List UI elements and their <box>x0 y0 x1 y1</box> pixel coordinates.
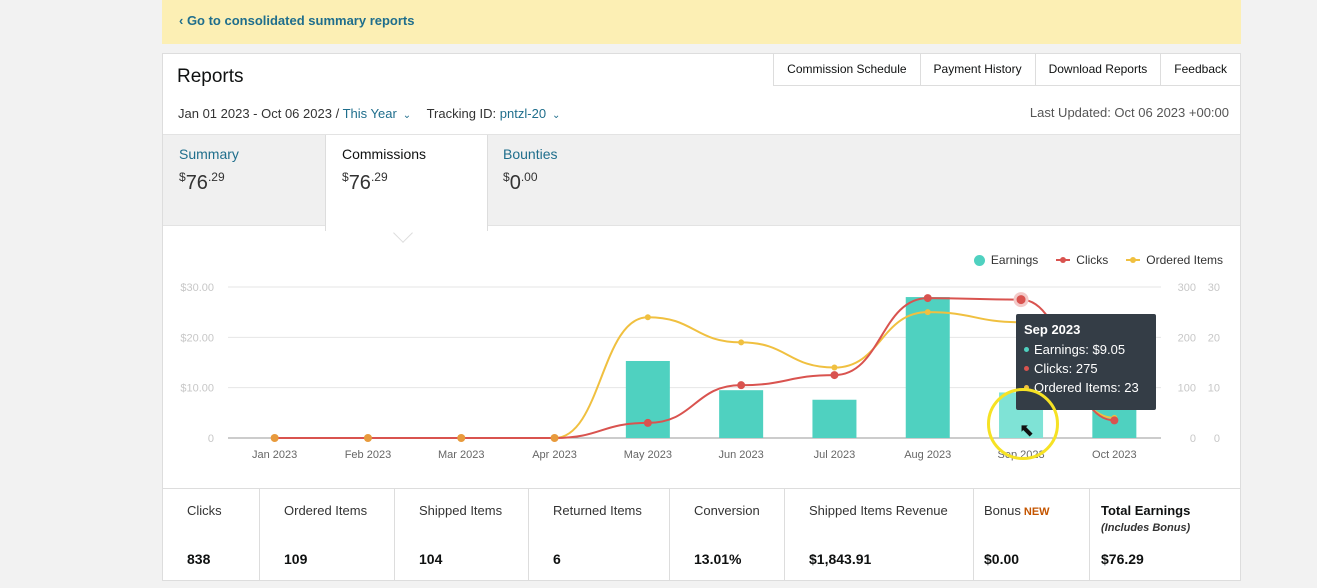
clicks-point <box>923 294 932 303</box>
stat-bonus: Bonus NEW $0.00 <box>974 489 1090 581</box>
page-title: Reports <box>177 66 244 87</box>
x-tick-label: Oct 2023 <box>1092 449 1137 461</box>
clicks-point <box>1013 292 1029 308</box>
tooltip-row: Earnings: $9.05 <box>1024 342 1148 357</box>
ordered-items-point <box>644 314 651 321</box>
tab-label: Bounties <box>503 146 558 162</box>
filter-row: Jan 01 2023 - Oct 06 2023 / This Year ⌄ T… <box>178 106 572 121</box>
y-left-tick: $20.00 <box>180 332 214 344</box>
tooltip-row: Ordered Items: 23 <box>1024 380 1148 395</box>
cursor-highlight <box>987 388 1059 460</box>
y-right2-tick: 0 <box>1214 433 1220 445</box>
y-right2-tick: 20 <box>1208 332 1220 344</box>
y-right-tick: 0 <box>1190 433 1196 445</box>
stat-conversion: Conversion 13.01% <box>670 489 785 581</box>
zero-point <box>270 434 279 442</box>
x-tick-label: Aug 2023 <box>904 449 951 461</box>
ordered-items-point <box>738 339 745 346</box>
y-right-tick: 300 <box>1178 282 1196 294</box>
x-tick-label: Apr 2023 <box>532 449 577 461</box>
reports-card: Reports Commission Schedule Payment Hist… <box>162 53 1241 581</box>
legend-earnings[interactable]: Earnings <box>973 253 1038 267</box>
report-tabs: Summary $76.29 Commissions $76.29 Bounti… <box>163 134 1240 231</box>
tab-label: Commissions <box>342 146 427 162</box>
legend-line <box>1056 257 1071 263</box>
legend-clicks[interactable]: Clicks <box>1056 253 1108 267</box>
y-right2-tick: 30 <box>1208 282 1220 294</box>
consolidated-banner: ‹ Go to consolidated summary reports <box>162 0 1241 44</box>
chart-tooltip: Sep 2023 Earnings: $9.05 Clicks: 275 Ord… <box>1016 314 1156 410</box>
ordered-items-point <box>924 309 931 316</box>
tab-bounties[interactable]: Bounties $0.00 <box>487 135 573 226</box>
tab-amount: $0.00 <box>503 170 538 194</box>
x-tick-label: Mar 2023 <box>438 449 484 461</box>
tab-label: Summary <box>179 146 239 162</box>
zero-point <box>550 434 559 442</box>
tracking-id-dropdown[interactable]: pntzl-20 <box>499 106 547 121</box>
earnings-bar <box>812 399 857 438</box>
x-tick-label: Jun 2023 <box>719 449 764 461</box>
tooltip-row: Clicks: 275 <box>1024 361 1148 376</box>
y-right2-tick: 10 <box>1208 383 1220 395</box>
zero-point <box>363 434 372 442</box>
earnings-bar <box>719 390 764 438</box>
tab-amount: $76.29 <box>342 170 388 194</box>
tracking-label: Tracking ID: <box>426 106 497 121</box>
download-reports-link[interactable]: Download Reports <box>1034 54 1161 86</box>
legend-line <box>1126 257 1141 263</box>
consolidated-summary-link[interactable]: ‹ Go to consolidated summary reports <box>179 13 415 28</box>
y-left-tick: $30.00 <box>180 282 214 294</box>
period-dropdown[interactable]: This Year <box>342 106 397 121</box>
new-badge: NEW <box>1023 506 1050 518</box>
stat-shipped-items: Shipped Items 104 <box>395 489 529 581</box>
clicks-point <box>1110 416 1119 425</box>
tab-summary[interactable]: Summary $76.29 <box>163 135 255 226</box>
clicks-line <box>274 297 1115 440</box>
x-tick-label: Jan 2023 <box>252 449 297 461</box>
last-updated: Last Updated: Oct 06 2023 +00:00 <box>1029 105 1229 120</box>
legend-ordered-items[interactable]: Ordered Items <box>1126 253 1223 267</box>
tab-commissions[interactable]: Commissions $76.29 <box>325 135 488 231</box>
chart-legend: Earnings Clicks Ordered Items <box>973 253 1223 267</box>
payment-history-link[interactable]: Payment History <box>919 54 1035 86</box>
zero-point <box>457 434 466 442</box>
clicks-point <box>737 381 746 390</box>
tab-amount: $76.29 <box>179 170 225 194</box>
ordered-items-point <box>831 364 838 371</box>
date-separator: / <box>335 106 340 121</box>
x-tick-label: Jul 2023 <box>814 449 856 461</box>
x-tick-label: May 2023 <box>624 449 672 461</box>
feedback-link[interactable]: Feedback <box>1160 54 1240 86</box>
earnings-bar <box>905 297 950 438</box>
report-links: Commission Schedule Payment History Down… <box>773 54 1240 86</box>
stat-returned-items: Returned Items 6 <box>529 489 670 581</box>
mouse-cursor-icon: ⬉ <box>1019 420 1035 440</box>
y-right-tick: 200 <box>1178 332 1196 344</box>
clicks-point <box>830 371 839 380</box>
legend-dot <box>973 254 985 266</box>
stat-shipped-revenue: Shipped Items Revenue $1,843.91 <box>785 489 974 581</box>
date-range: Jan 01 2023 - Oct 06 2023 <box>178 106 332 121</box>
stats-bar: Clicks 838 Ordered Items 109 Shipped Items… <box>163 488 1240 581</box>
y-right-tick: 100 <box>1178 383 1196 395</box>
clicks-point <box>643 418 652 427</box>
tooltip-title: Sep 2023 <box>1024 322 1081 337</box>
y-left-tick: $10.00 <box>180 383 214 395</box>
commission-schedule-link[interactable]: Commission Schedule <box>773 54 920 86</box>
stat-total-earnings: Total Earnings (Includes Bonus) $76.29 <box>1101 503 1191 567</box>
chevron-down-icon[interactable]: ⌄ <box>402 110 412 121</box>
stat-ordered-items: Ordered Items 109 <box>260 489 395 581</box>
x-tick-label: Feb 2023 <box>345 449 391 461</box>
chevron-down-icon[interactable]: ⌄ <box>552 110 561 121</box>
y-left-tick: 0 <box>208 433 214 445</box>
stat-clicks: Clicks 838 <box>163 489 260 581</box>
